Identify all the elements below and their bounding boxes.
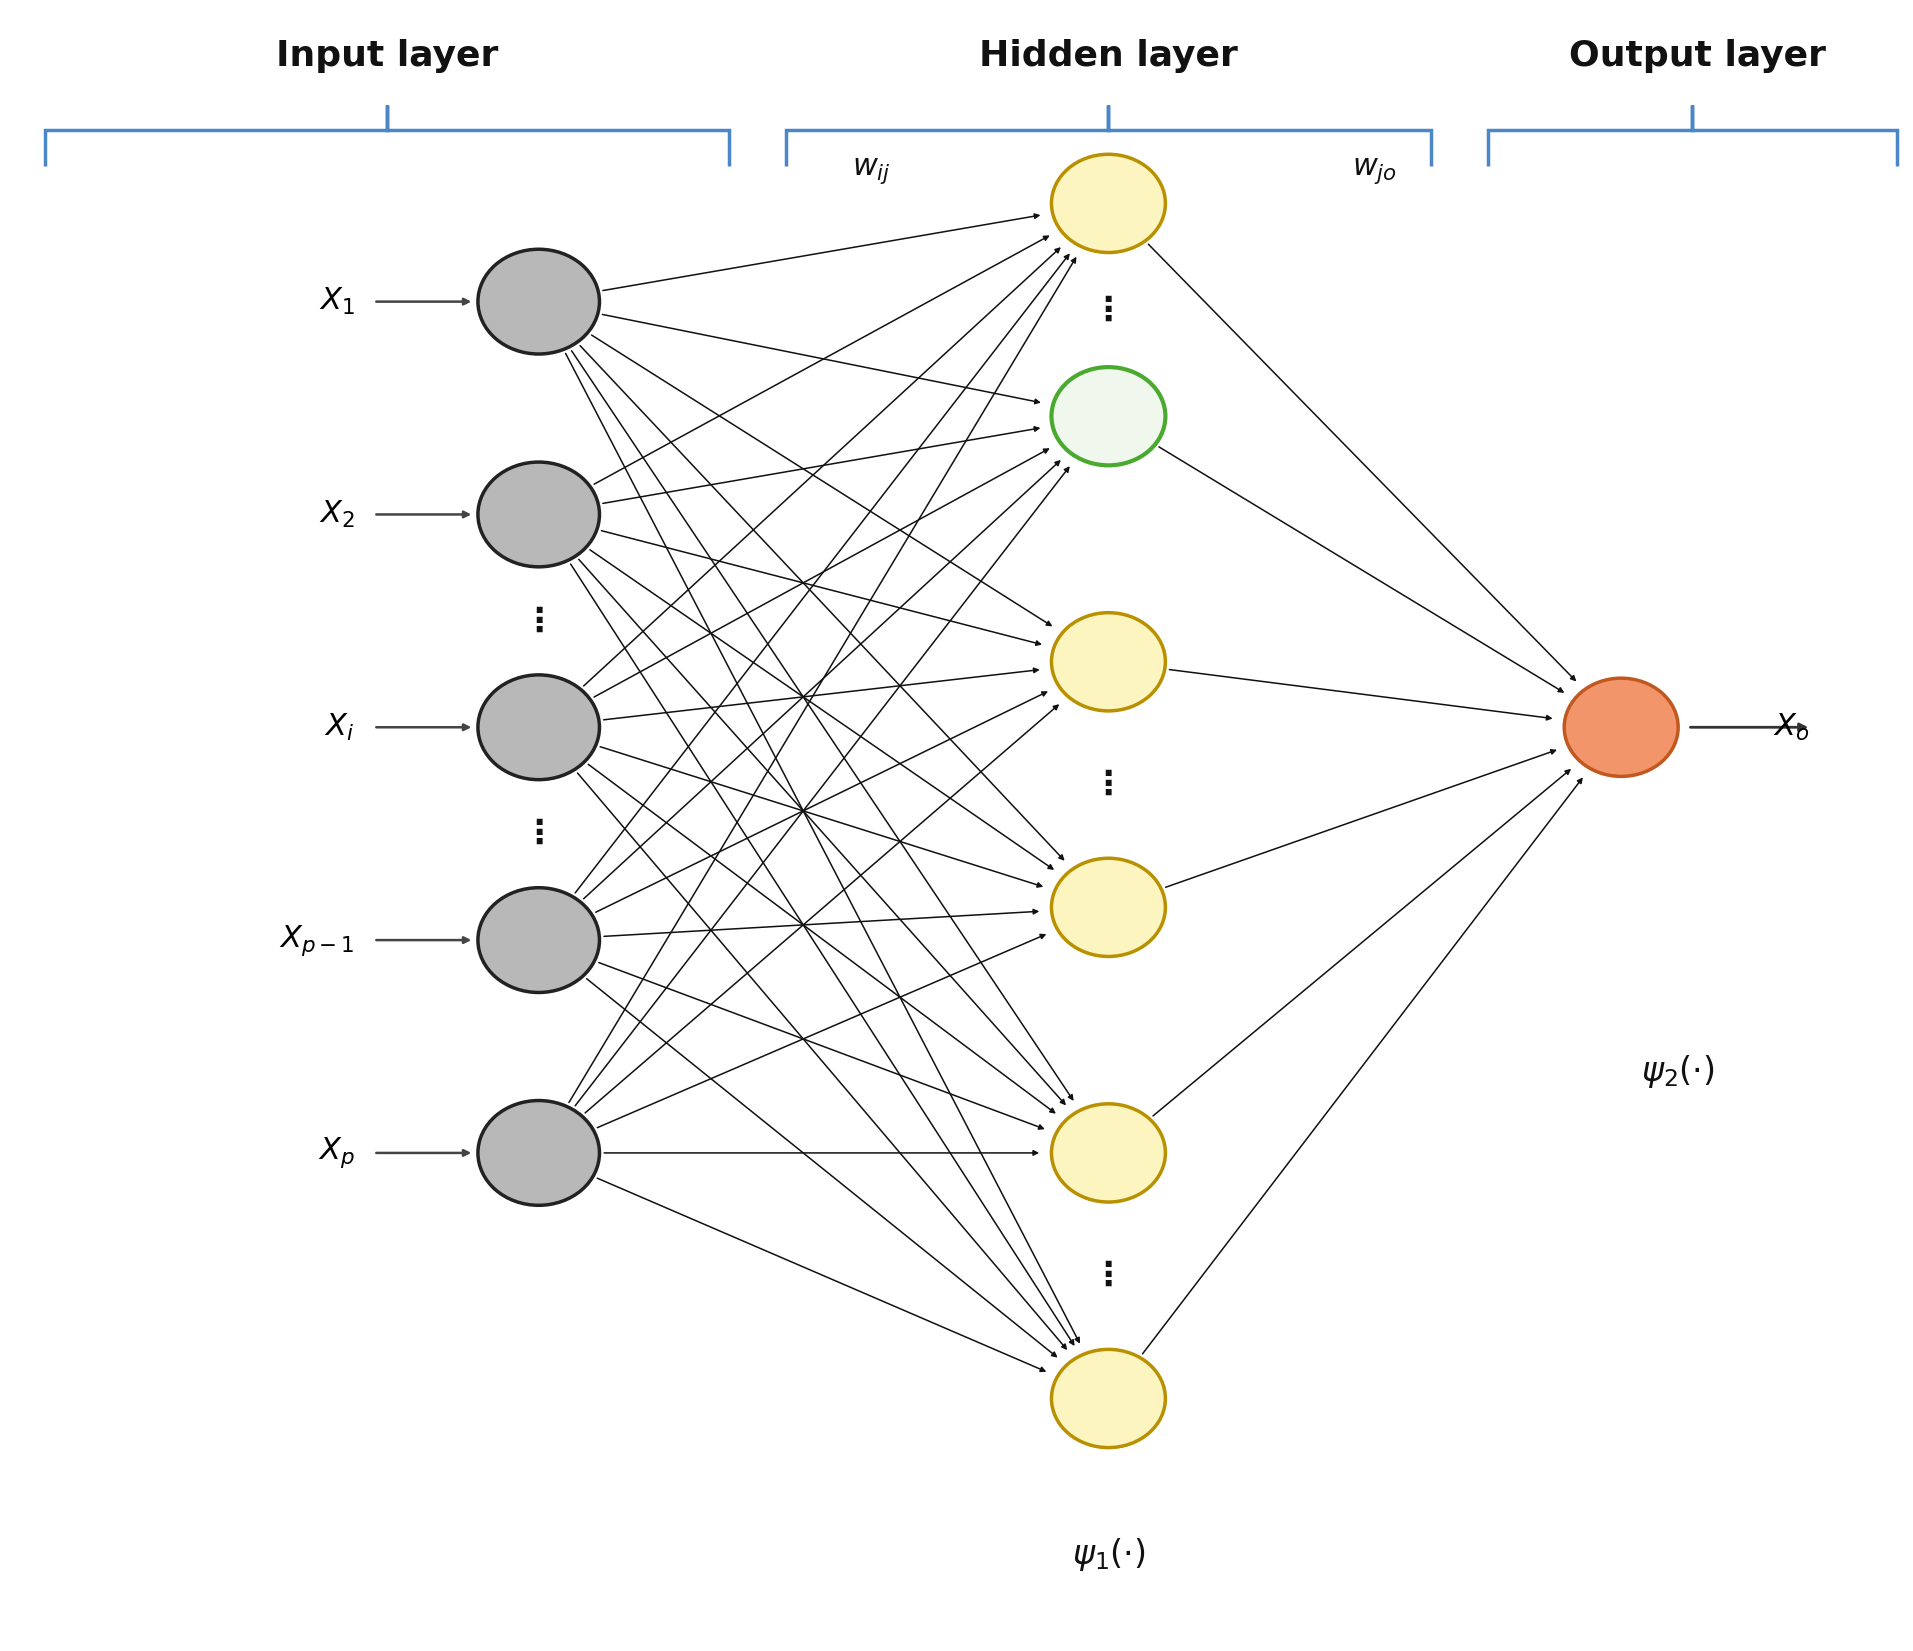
Circle shape — [1052, 154, 1165, 253]
Circle shape — [1052, 1349, 1165, 1448]
Circle shape — [478, 1101, 599, 1205]
Text: $X_2$: $X_2$ — [319, 499, 354, 530]
Text: Input layer: Input layer — [275, 40, 497, 73]
Text: $X_{p-1}$: $X_{p-1}$ — [279, 923, 354, 958]
Text: $w_{ij}$: $w_{ij}$ — [851, 155, 890, 185]
Text: $X_o$: $X_o$ — [1773, 712, 1810, 743]
Text: $X_p$: $X_p$ — [318, 1136, 354, 1171]
Circle shape — [478, 675, 599, 779]
Circle shape — [1052, 613, 1165, 712]
Text: ⋮: ⋮ — [1092, 768, 1125, 801]
Circle shape — [1052, 1105, 1165, 1202]
Text: Hidden layer: Hidden layer — [979, 40, 1238, 73]
Text: $X_i$: $X_i$ — [325, 712, 354, 743]
Text: ⋮: ⋮ — [1092, 294, 1125, 327]
Text: Output layer: Output layer — [1569, 40, 1825, 73]
Circle shape — [1052, 367, 1165, 466]
Text: ⋮: ⋮ — [522, 817, 555, 850]
Text: $\psi_1(\cdot)$: $\psi_1(\cdot)$ — [1071, 1535, 1146, 1572]
Circle shape — [478, 888, 599, 992]
Text: ⋮: ⋮ — [1092, 1260, 1125, 1293]
Circle shape — [1052, 859, 1165, 956]
Text: $X_1$: $X_1$ — [319, 286, 354, 317]
Text: $\psi_2(\cdot)$: $\psi_2(\cdot)$ — [1641, 1053, 1714, 1090]
Circle shape — [478, 462, 599, 566]
Circle shape — [1565, 679, 1678, 776]
Text: $w_{jo}$: $w_{jo}$ — [1352, 155, 1396, 185]
Circle shape — [478, 249, 599, 353]
Text: ⋮: ⋮ — [522, 604, 555, 637]
